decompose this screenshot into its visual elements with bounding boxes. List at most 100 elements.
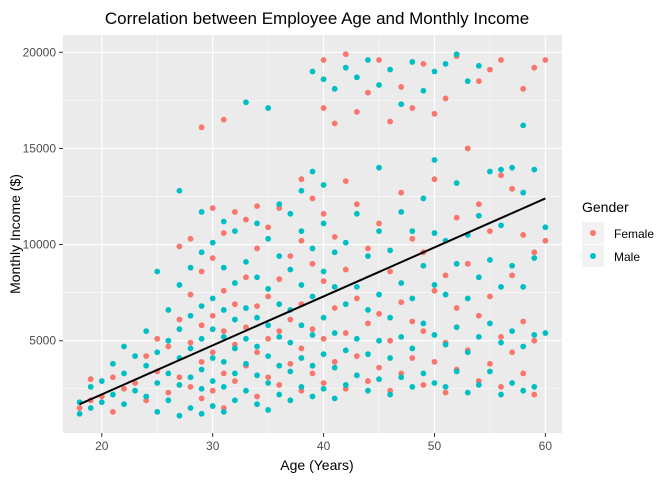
data-point [398, 280, 405, 286]
data-point [453, 324, 460, 331]
data-point [154, 380, 161, 386]
data-point [331, 305, 338, 311]
data-point [475, 382, 482, 388]
data-point [531, 383, 538, 390]
data-point [265, 407, 272, 413]
data-point [331, 283, 338, 290]
data-point [209, 312, 216, 319]
data-point [176, 326, 183, 333]
y-axis-title: Monthly Income ($) [7, 174, 23, 294]
data-point [531, 391, 538, 398]
data-point [353, 295, 360, 302]
data-point [498, 222, 504, 229]
data-point [165, 343, 172, 350]
trend-line-group [79, 197, 546, 406]
data-point [353, 372, 360, 379]
data-point [365, 351, 371, 358]
data-point [254, 372, 260, 379]
data-point [198, 303, 205, 310]
data-point [420, 328, 427, 334]
data-point [298, 345, 305, 352]
data-point [376, 376, 382, 383]
data-point [409, 235, 416, 242]
data-point [220, 116, 227, 123]
data-point [487, 360, 493, 367]
data-point [98, 378, 105, 384]
data-point [254, 401, 260, 408]
data-point [87, 405, 94, 411]
data-point [498, 57, 504, 63]
data-point [276, 253, 283, 260]
data-point [220, 370, 227, 377]
data-point [209, 403, 216, 409]
data-point [420, 60, 427, 67]
data-point [487, 293, 493, 300]
data-point [509, 349, 515, 356]
data-point [431, 110, 438, 117]
data-point [442, 291, 449, 298]
data-point [265, 285, 272, 292]
data-point [520, 232, 527, 238]
data-point [231, 378, 238, 384]
data-point [387, 118, 394, 125]
data-point [542, 237, 549, 244]
data-point [254, 220, 260, 227]
data-point [509, 328, 515, 334]
data-point [176, 282, 183, 288]
data-point [287, 397, 294, 404]
data-point [353, 201, 360, 208]
data-point [431, 287, 438, 294]
data-point [342, 330, 349, 336]
data-point [376, 364, 382, 371]
data-point [442, 341, 449, 348]
data-point [520, 370, 527, 377]
data-point [309, 68, 316, 75]
data-point [531, 64, 538, 71]
data-point [110, 391, 116, 398]
data-point [265, 380, 272, 386]
data-point [243, 324, 249, 331]
data-point [531, 166, 538, 173]
data-point [276, 362, 283, 369]
data-point [464, 349, 471, 356]
legend-swatch-female [590, 230, 596, 236]
data-point [320, 385, 327, 392]
data-point [309, 326, 316, 333]
data-point [520, 343, 527, 350]
data-point [409, 295, 416, 302]
data-point [220, 383, 227, 390]
data-point [220, 287, 227, 294]
data-point [320, 210, 327, 217]
data-point [398, 101, 405, 108]
data-point [420, 370, 427, 377]
data-point [132, 387, 138, 394]
data-point [509, 380, 515, 386]
legend: Gender Female Male [582, 199, 654, 267]
data-point [520, 387, 527, 394]
data-point [309, 370, 316, 377]
data-point [475, 312, 482, 319]
data-point [298, 187, 305, 194]
data-point [542, 330, 549, 336]
data-point [431, 157, 438, 163]
data-point [453, 260, 460, 267]
data-point [475, 274, 482, 281]
data-point [243, 335, 249, 342]
data-point [231, 370, 238, 377]
data-point [409, 105, 416, 111]
data-point [154, 335, 161, 342]
legend-label-female: Female [614, 227, 654, 241]
data-point [254, 274, 260, 281]
data-point [342, 266, 349, 273]
data-point [353, 109, 360, 115]
data-point [420, 262, 427, 269]
data-point [276, 382, 283, 388]
data-point [287, 339, 294, 346]
data-point [475, 78, 482, 85]
data-point [309, 293, 316, 300]
data-point [365, 253, 371, 260]
data-point [243, 387, 249, 394]
data-point [509, 262, 515, 269]
data-point [276, 301, 283, 308]
data-point [398, 374, 405, 381]
